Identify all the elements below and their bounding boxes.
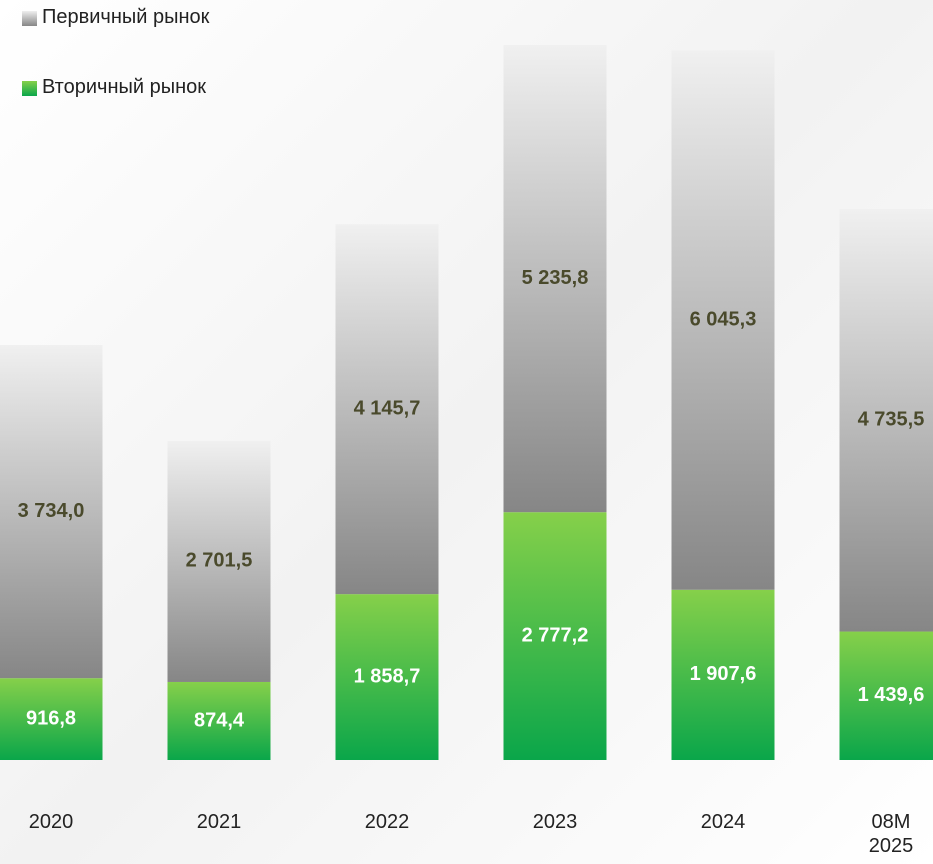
bar-segment bbox=[335, 224, 439, 595]
legend-label: Первичный рынок bbox=[42, 6, 210, 28]
legend-swatch bbox=[22, 81, 37, 96]
x-tick-label: 08M 2025 bbox=[868, 811, 914, 857]
bar-segment bbox=[839, 208, 933, 632]
value-label: 2 777,2 bbox=[522, 624, 589, 646]
bar-segment bbox=[0, 678, 103, 760]
value-label: 874,4 bbox=[194, 709, 245, 731]
x-tick-label: 2024 bbox=[700, 811, 746, 833]
bar-segment bbox=[671, 589, 775, 760]
legend-swatch bbox=[22, 11, 37, 26]
value-label: 4 735,5 bbox=[858, 409, 925, 431]
bar-segment bbox=[503, 512, 607, 760]
bar-segment bbox=[167, 681, 271, 760]
bar-segment bbox=[0, 345, 103, 679]
bar-segment bbox=[167, 440, 271, 682]
bar-segment bbox=[503, 45, 607, 513]
x-tick-label: 2022 bbox=[364, 811, 410, 833]
value-label: 1 858,7 bbox=[354, 665, 421, 687]
bar-segment bbox=[671, 50, 775, 590]
x-tick-label: 2021 bbox=[196, 811, 242, 833]
bar-segment bbox=[839, 631, 933, 760]
bar-segment bbox=[335, 594, 439, 760]
value-label: 2 701,5 bbox=[186, 550, 253, 572]
value-label: 916,8 bbox=[26, 707, 76, 729]
value-label: 4 145,7 bbox=[354, 397, 421, 419]
legend-label: Вторичный рынок bbox=[42, 76, 207, 98]
value-label: 1 439,6 bbox=[858, 684, 925, 706]
value-label: 5 235,8 bbox=[522, 267, 589, 289]
value-label: 1 907,6 bbox=[690, 663, 757, 685]
x-tick-label: 2020 bbox=[28, 811, 74, 833]
value-label: 3 734,0 bbox=[18, 500, 85, 522]
x-tick-label: 2023 bbox=[532, 811, 578, 833]
value-label: 6 045,3 bbox=[690, 308, 757, 330]
